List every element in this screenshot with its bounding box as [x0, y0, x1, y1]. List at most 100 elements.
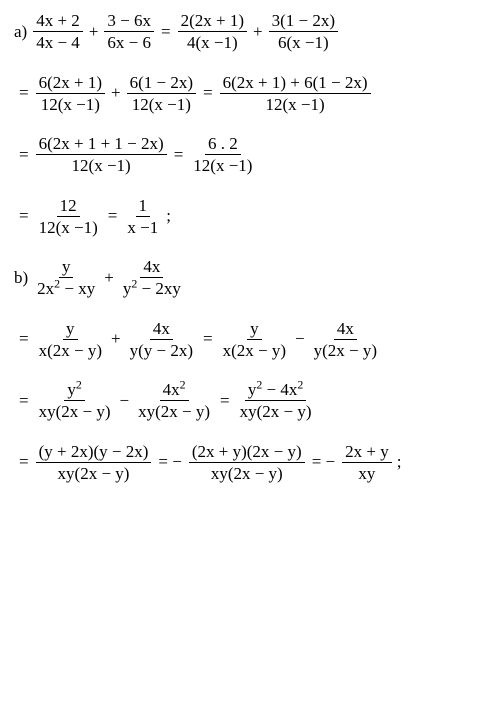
fraction: 6(2x + 1) + 6(1 − 2x) 12(x −1) — [220, 72, 371, 116]
denominator: 4x − 4 — [33, 32, 83, 53]
equation-line: = 12 12(x −1) = 1 x −1 ; — [14, 195, 490, 239]
equals-sign: = — [14, 145, 34, 165]
problem-label: a) — [14, 22, 31, 42]
equals-sign: = — [198, 83, 218, 103]
numerator: 3 − 6x — [104, 10, 154, 32]
fraction: 6(2x + 1 + 1 − 2x) 12(x −1) — [36, 133, 167, 177]
numerator: 4x + 2 — [33, 10, 83, 32]
denominator: 12(x −1) — [36, 217, 101, 238]
fraction: (2x + y)(2x − y) xy(2x − y) — [189, 441, 305, 485]
denominator: y(y − 2x) — [127, 340, 196, 361]
plus-operator: + — [85, 22, 103, 42]
denominator: xy(2x − y) — [237, 401, 315, 422]
equals-sign: = — [14, 329, 34, 349]
numerator: (y + 2x)(y − 2x) — [36, 441, 152, 463]
numerator: (2x + y)(2x − y) — [189, 441, 305, 463]
numerator: y2 − 4x2 — [245, 379, 307, 401]
denominator: xy(2x − y) — [55, 463, 133, 484]
numerator: 12 — [57, 195, 80, 217]
equals-neg-sign: = − — [307, 452, 340, 472]
numerator: 3(1 − 2x) — [269, 10, 338, 32]
denominator: xy(2x − y) — [36, 401, 114, 422]
fraction: 4x y2 − 2xy — [120, 256, 184, 300]
fraction: y x(2x − y) — [36, 318, 105, 362]
numerator: 6 . 2 — [205, 133, 241, 155]
denominator: y2 − 2xy — [120, 278, 184, 299]
equals-sign: = — [215, 391, 235, 411]
numerator: y — [59, 256, 74, 278]
fraction: 2(2x + 1) 4(x −1) — [178, 10, 247, 54]
denominator: 2x2 − xy — [34, 278, 98, 299]
equation-line: = 6(2x + 1) 12(x −1) + 6(1 − 2x) 12(x −1… — [14, 72, 490, 116]
numerator: 4x — [140, 256, 163, 278]
equation-line: = 6(2x + 1 + 1 − 2x) 12(x −1) = 6 . 2 12… — [14, 133, 490, 177]
fraction: y2 xy(2x − y) — [36, 379, 114, 423]
fraction: y 2x2 − xy — [34, 256, 98, 300]
denominator: 6x − 6 — [104, 32, 154, 53]
numerator: y — [247, 318, 262, 340]
numerator: 2(2x + 1) — [178, 10, 247, 32]
plus-operator: + — [107, 329, 125, 349]
fraction: 6(2x + 1) 12(x −1) — [36, 72, 105, 116]
numerator: 2x + y — [342, 441, 392, 463]
numerator: 6(2x + 1 + 1 − 2x) — [36, 133, 167, 155]
numerator: 1 — [136, 195, 151, 217]
denominator: xy(2x − y) — [208, 463, 286, 484]
denominator: 12(x −1) — [190, 155, 255, 176]
numerator: 6(1 − 2x) — [127, 72, 196, 94]
fraction: 3(1 − 2x) 6(x −1) — [269, 10, 338, 54]
equals-sign: = — [198, 329, 218, 349]
fraction: y2 − 4x2 xy(2x − y) — [237, 379, 315, 423]
equals-sign: = — [103, 206, 123, 226]
equals-sign: = — [14, 206, 34, 226]
fraction: 4x + 2 4x − 4 — [33, 10, 83, 54]
denominator: xy — [355, 463, 378, 484]
equals-sign: = — [14, 83, 34, 103]
equals-sign: = — [156, 22, 176, 42]
denominator: 4(x −1) — [184, 32, 241, 53]
denominator: 12(x −1) — [69, 155, 134, 176]
fraction: (y + 2x)(y − 2x) xy(2x − y) — [36, 441, 152, 485]
plus-operator: + — [107, 83, 125, 103]
plus-operator: + — [249, 22, 267, 42]
problem-label: b) — [14, 268, 32, 288]
fraction: 12 12(x −1) — [36, 195, 101, 239]
denominator: xy(2x − y) — [135, 401, 213, 422]
math-worksheet: a) 4x + 2 4x − 4 + 3 − 6x 6x − 6 = 2(2x … — [0, 0, 500, 494]
equation-line: a) 4x + 2 4x − 4 + 3 − 6x 6x − 6 = 2(2x … — [14, 10, 490, 54]
equation-line: = y2 xy(2x − y) − 4x2 xy(2x − y) = y2 − … — [14, 379, 490, 423]
denominator: 12(x −1) — [38, 94, 103, 115]
fraction: 1 x −1 — [124, 195, 161, 239]
equation-line: b) y 2x2 − xy + 4x y2 − 2xy — [14, 256, 490, 300]
semicolon: ; — [394, 452, 402, 472]
equation-line: = (y + 2x)(y − 2x) xy(2x − y) = − (2x + … — [14, 441, 490, 485]
denominator: y(2x − y) — [311, 340, 380, 361]
denominator: x(2x − y) — [220, 340, 289, 361]
numerator: 4x — [150, 318, 173, 340]
fraction: y x(2x − y) — [220, 318, 289, 362]
numerator: 6(2x + 1) — [36, 72, 105, 94]
minus-operator: − — [291, 329, 309, 349]
minus-operator: − — [116, 391, 134, 411]
numerator: y2 — [64, 379, 84, 401]
equation-line: = y x(2x − y) + 4x y(y − 2x) = y x(2x − … — [14, 318, 490, 362]
equals-sign: = — [14, 391, 34, 411]
fraction: 4x2 xy(2x − y) — [135, 379, 213, 423]
fraction: 6(1 − 2x) 12(x −1) — [127, 72, 196, 116]
numerator: 4x2 — [160, 379, 189, 401]
semicolon: ; — [163, 206, 171, 226]
fraction: 6 . 2 12(x −1) — [190, 133, 255, 177]
denominator: 12(x −1) — [129, 94, 194, 115]
plus-operator: + — [100, 268, 118, 288]
denominator: x(2x − y) — [36, 340, 105, 361]
fraction: 4x y(2x − y) — [311, 318, 380, 362]
equals-sign: = — [169, 145, 189, 165]
denominator: 12(x −1) — [263, 94, 328, 115]
equals-sign: = — [14, 452, 34, 472]
denominator: 6(x −1) — [275, 32, 332, 53]
numerator: y — [63, 318, 78, 340]
fraction: 3 − 6x 6x − 6 — [104, 10, 154, 54]
equals-neg-sign: = − — [153, 452, 186, 472]
denominator: x −1 — [124, 217, 161, 238]
numerator: 6(2x + 1) + 6(1 − 2x) — [220, 72, 371, 94]
